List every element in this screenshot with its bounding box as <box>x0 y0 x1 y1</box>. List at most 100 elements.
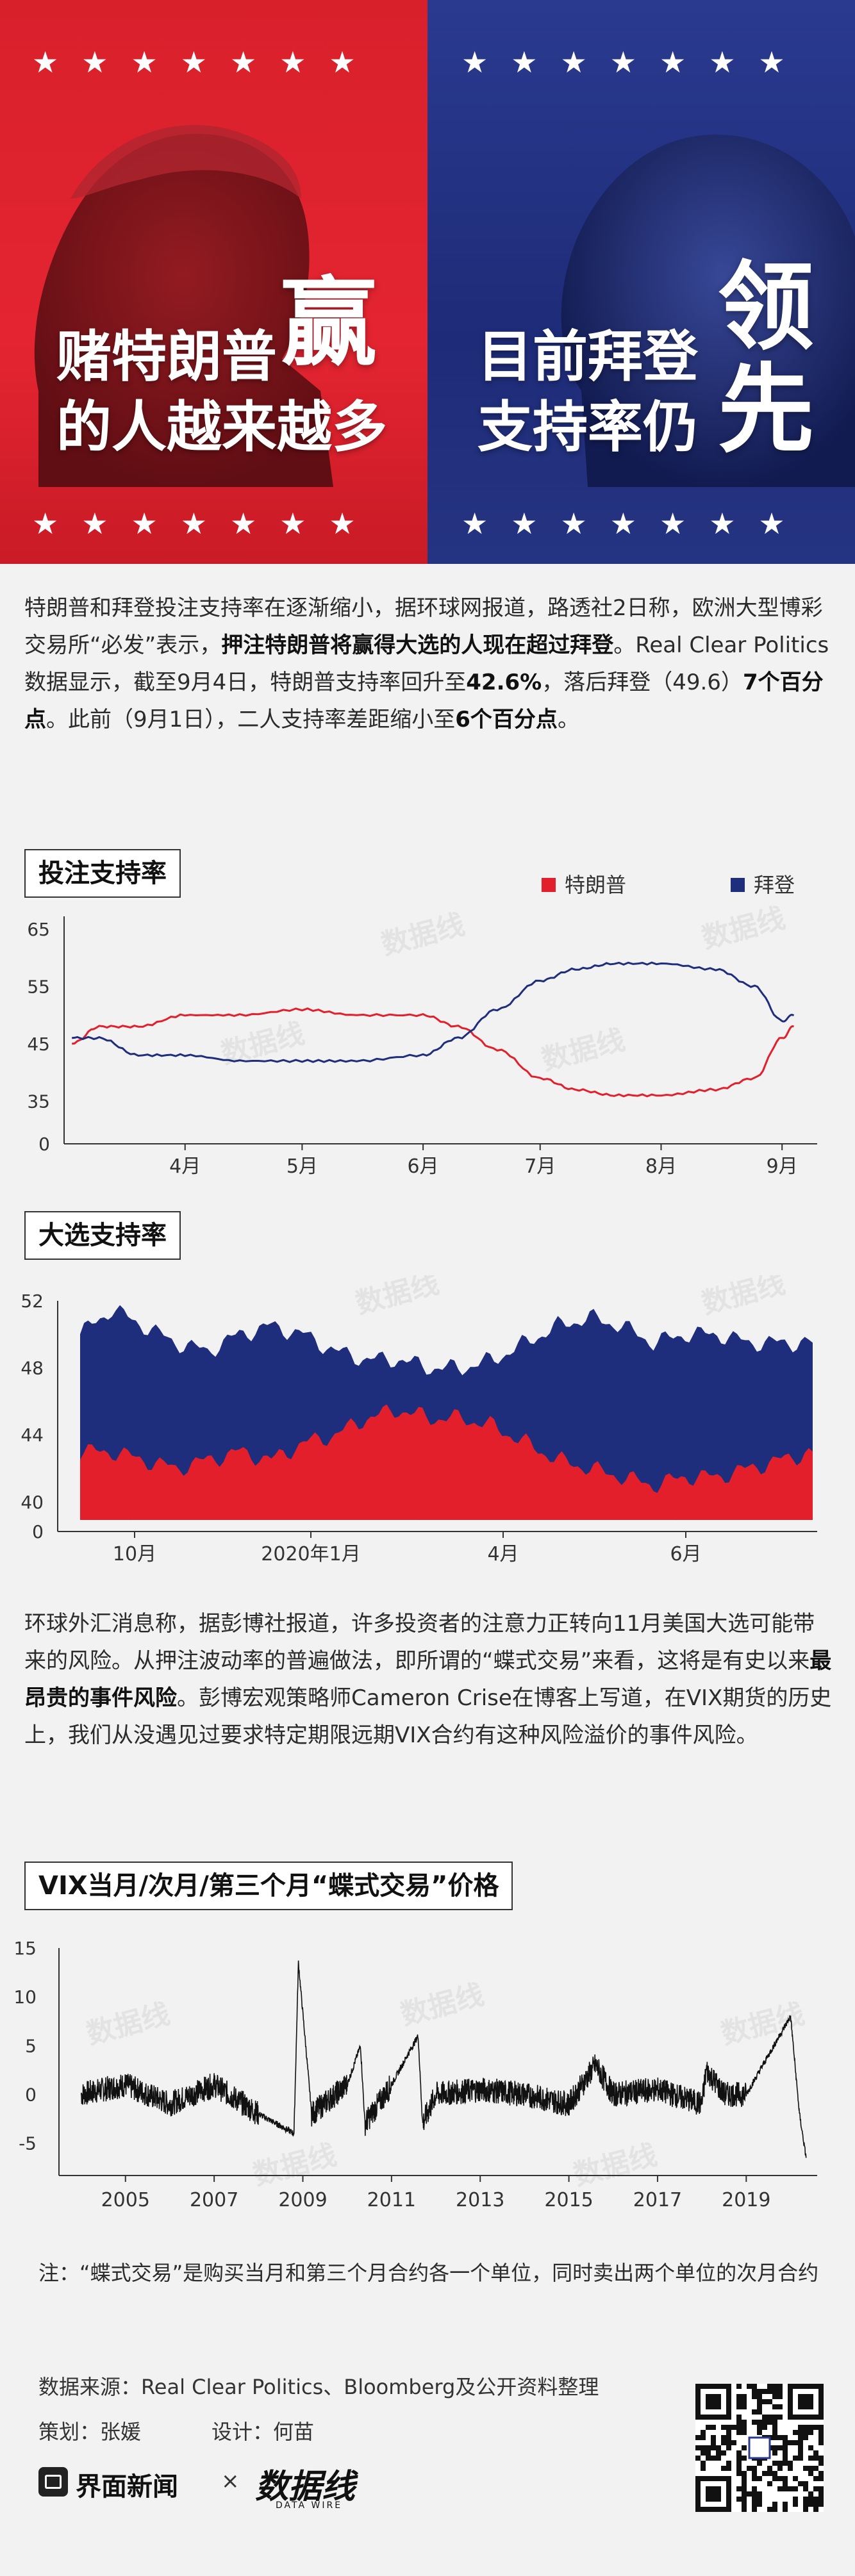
qr-module <box>721 2450 726 2456</box>
middle-paragraph: 环球外汇消息称，据彭博社报道，许多投资者的注意力正转向11月美国大选可能带来的风… <box>24 1605 832 1754</box>
qr-code[interactable] <box>695 2384 824 2512</box>
qr-module <box>772 2415 777 2420</box>
qr-module <box>742 2425 747 2430</box>
x-tick-label: 2007 <box>190 2189 238 2211</box>
qr-module <box>798 2445 803 2450</box>
qr-module <box>757 2420 762 2425</box>
qr-module <box>803 2507 808 2512</box>
y-tick-label: 45 <box>27 1034 50 1055</box>
qr-module <box>736 2394 742 2399</box>
qr-module <box>808 2430 813 2435</box>
qr-module <box>818 2456 824 2461</box>
qr-module <box>818 2440 824 2445</box>
qr-module <box>803 2466 808 2471</box>
intro-bold1: 押注特朗普将赢得大选的人现在超过拜登 <box>221 632 614 658</box>
qr-module <box>813 2476 818 2481</box>
qr-module <box>711 2425 716 2430</box>
qr-module <box>721 2425 726 2430</box>
y-tick-label: 52 <box>21 1291 44 1312</box>
qr-module <box>742 2420 747 2425</box>
right-headline-line2: 支持率仍 <box>477 395 698 459</box>
qr-module <box>772 2394 777 2399</box>
qr-module <box>808 2502 813 2507</box>
chart2-title: 大选支持率 <box>24 1211 181 1260</box>
qr-module <box>777 2476 783 2481</box>
qr-module <box>813 2425 818 2430</box>
qr-finder-core <box>706 2394 721 2409</box>
x-tick-label: 2019 <box>722 2189 770 2211</box>
qr-module <box>767 2507 772 2512</box>
qr-module <box>762 2389 767 2394</box>
note-text: 注：“蝶式交易”是购买当月和第三个月合约各一个单位，同时卖出两个单位的次月合约 <box>38 2261 819 2285</box>
qr-module <box>726 2430 731 2435</box>
qr-module <box>726 2461 731 2466</box>
qr-module <box>757 2425 762 2430</box>
qr-module <box>742 2471 747 2476</box>
middle-bold1: 最昂贵的事件风险 <box>24 1648 832 1711</box>
y-tick-label: 48 <box>21 1358 44 1379</box>
y-tick-label: 15 <box>13 1938 37 1959</box>
qr-module <box>777 2435 783 2440</box>
qr-module <box>793 2440 798 2445</box>
qr-module <box>783 2502 788 2507</box>
x-tick-label: 10月 <box>113 1543 156 1565</box>
qr-module <box>711 2440 716 2445</box>
qr-module <box>777 2445 783 2450</box>
data-source: 数据来源：Real Clear Politics、Bloomberg及公开资料整… <box>38 2375 599 2399</box>
qr-module <box>783 2440 788 2445</box>
qr-module <box>757 2394 762 2399</box>
qr-module <box>752 2497 757 2502</box>
qr-module <box>752 2466 757 2471</box>
qr-module <box>736 2430 742 2435</box>
qr-module <box>793 2486 798 2491</box>
qr-module <box>788 2466 793 2471</box>
qr-module <box>777 2466 783 2471</box>
qr-module <box>808 2456 813 2461</box>
watermark: 数据线 <box>378 908 469 961</box>
qr-module <box>798 2425 803 2430</box>
qr-module <box>813 2507 818 2512</box>
qr-module <box>772 2389 777 2394</box>
qr-module <box>762 2415 767 2420</box>
qr-module <box>757 2461 762 2466</box>
x-tick-label: 8月 <box>645 1155 677 1178</box>
qr-module <box>736 2420 742 2425</box>
right-headline-big-char1: 领 <box>718 252 815 363</box>
legend-label: 拜登 <box>754 873 795 897</box>
area-trump <box>80 1404 813 1520</box>
x-tick-label: 2015 <box>544 2189 593 2211</box>
qr-module <box>772 2384 777 2389</box>
qr-module <box>701 2466 706 2471</box>
qr-module <box>757 2404 762 2409</box>
intro-text4: 。此前（9月1日），二人支持率差距缩小至 <box>46 707 456 732</box>
qr-module <box>798 2435 803 2440</box>
brand-times: × <box>221 2468 240 2494</box>
qr-module <box>747 2384 752 2389</box>
qr-module <box>752 2409 757 2415</box>
qr-module <box>731 2425 736 2430</box>
qr-module <box>752 2491 757 2497</box>
x-tick-label: 9月 <box>767 1155 798 1178</box>
qr-module <box>721 2440 726 2445</box>
legend-swatch <box>542 878 556 892</box>
watermark: 数据线 <box>718 1997 808 2051</box>
qr-module <box>783 2507 788 2512</box>
intro-paragraph: 特朗普和拜登投注支持率在逐渐缩小，据环球网报道，路透社2日称，欧洲大型博彩交易所… <box>24 590 832 738</box>
qr-module <box>783 2450 788 2456</box>
intro-text1: 特朗普和拜登投注支持率在逐渐缩小，据环球网报道，路透社2日称，欧洲大型博彩交易所… <box>24 595 823 658</box>
qr-module <box>813 2486 818 2491</box>
qr-module <box>742 2445 747 2450</box>
x-tick-label: 4月 <box>487 1543 519 1565</box>
watermark: 数据线 <box>353 1275 443 1321</box>
qr-module <box>777 2486 783 2491</box>
x-tick-label: 6月 <box>670 1543 701 1565</box>
brand-jiemian: 界面新闻 <box>76 2472 178 2502</box>
intro-text5: 。 <box>557 707 579 732</box>
qr-module <box>752 2476 757 2481</box>
qr-module <box>721 2466 726 2471</box>
qr-module <box>736 2425 742 2430</box>
qr-module <box>818 2461 824 2466</box>
brand-datawire: 数据线 <box>255 2468 356 2506</box>
qr-module <box>762 2420 767 2425</box>
